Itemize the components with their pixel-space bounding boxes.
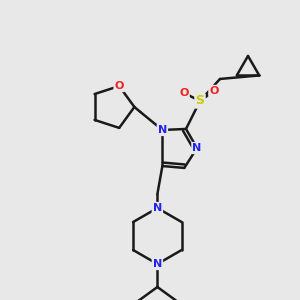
Text: N: N bbox=[192, 143, 202, 153]
Text: O: O bbox=[115, 81, 124, 91]
Text: O: O bbox=[179, 88, 189, 98]
Text: O: O bbox=[209, 86, 219, 96]
Text: N: N bbox=[153, 259, 162, 269]
Text: N: N bbox=[153, 203, 162, 213]
Text: S: S bbox=[196, 94, 205, 107]
Text: N: N bbox=[158, 125, 167, 135]
